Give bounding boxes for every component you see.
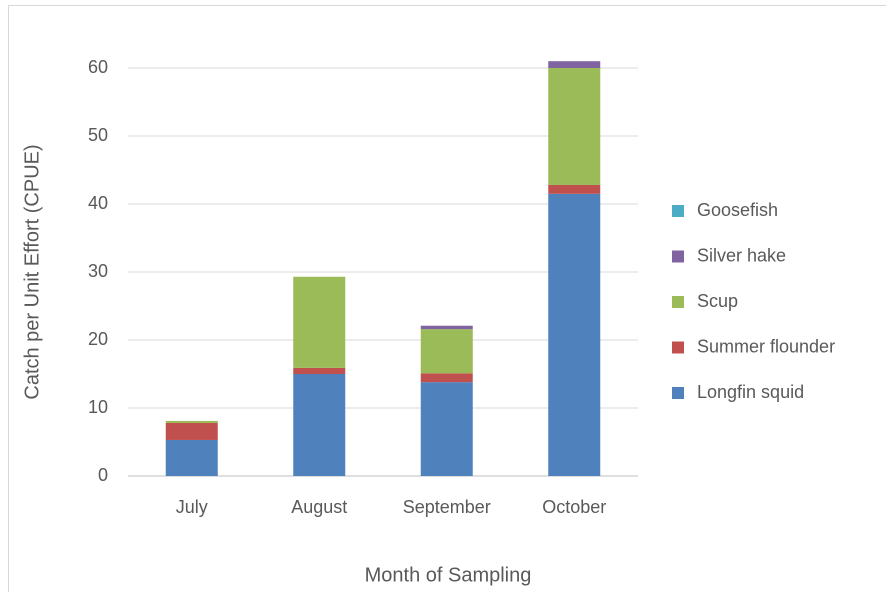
y-tick-label: 10 (88, 397, 108, 417)
bar-segment (293, 374, 346, 476)
bar-segment (548, 193, 601, 477)
y-tick-label: 30 (88, 261, 108, 281)
bar-segment (548, 61, 601, 68)
legend-label: Silver hake (697, 245, 786, 265)
x-axis-title: Month of Sampling (365, 564, 532, 586)
bar-segment (165, 420, 218, 423)
bar-segment (165, 439, 218, 476)
bar-segment (165, 422, 218, 440)
bar-segment (548, 68, 601, 185)
y-tick-label: 60 (88, 57, 108, 77)
legend-label: Scup (697, 291, 738, 311)
bar-segment (420, 373, 473, 383)
x-tick-label: September (403, 497, 491, 517)
y-tick-label: 20 (88, 329, 108, 349)
legend-swatch (672, 341, 684, 354)
legend-label: Summer flounder (697, 336, 835, 356)
legend-swatch (672, 296, 684, 308)
chart-frame (8, 5, 886, 592)
x-tick-label: July (176, 497, 208, 517)
legend-label: Goosefish (697, 200, 778, 220)
bar-segment (420, 329, 473, 374)
bar-segment (420, 325, 473, 330)
bar-segment (420, 382, 473, 476)
bar-segment (548, 184, 601, 194)
legend-swatch (672, 250, 684, 263)
x-tick-label: October (542, 497, 606, 517)
x-tick-label: August (291, 497, 347, 517)
legend-swatch (672, 205, 684, 217)
legend-swatch (672, 387, 684, 399)
bar-segment (293, 276, 346, 368)
y-axis-title: Catch per Unit Effort (CPUE) (21, 144, 43, 399)
bar-segment (293, 367, 346, 374)
y-tick-label: 50 (88, 125, 108, 145)
y-tick-label: 40 (88, 193, 108, 213)
y-tick-label: 0 (98, 465, 108, 485)
legend-label: Longfin squid (697, 382, 804, 402)
